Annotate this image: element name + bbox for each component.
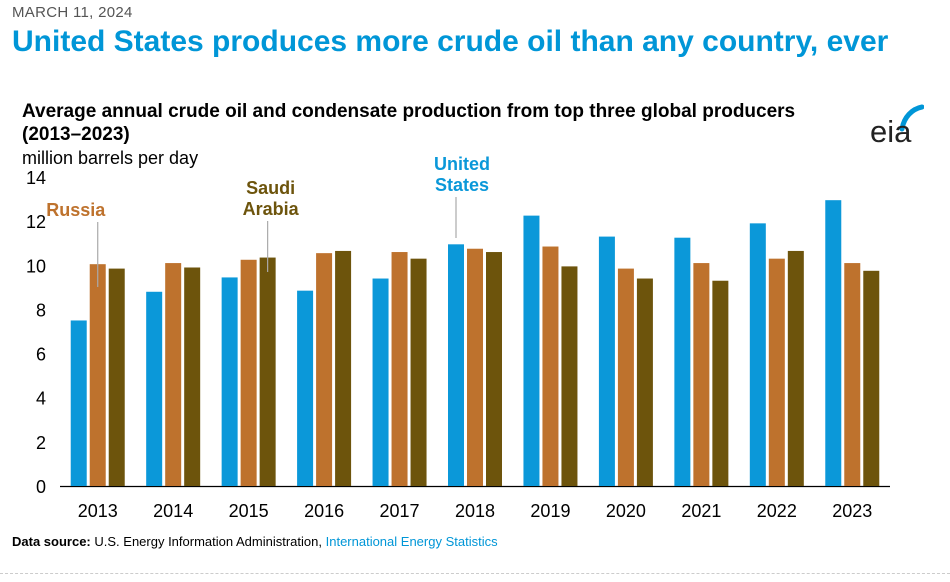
bar-saudi-arabia <box>787 250 804 486</box>
series-label: States <box>435 175 489 195</box>
bar-united-states <box>221 277 238 486</box>
x-tick-label: 2015 <box>229 501 269 521</box>
bar-united-states <box>825 200 842 487</box>
bar-united-states <box>297 290 314 486</box>
data-source: Data source: U.S. Energy Information Adm… <box>12 534 498 549</box>
y-tick-label: 14 <box>26 168 46 188</box>
bar-united-states <box>372 278 389 486</box>
chart-title-line-1: Average annual crude oil and condensate … <box>22 101 796 122</box>
data-source-label: Data source: <box>12 534 91 549</box>
y-tick-label: 6 <box>36 345 46 365</box>
series-label: Arabia <box>243 199 300 219</box>
bar-russia <box>768 258 785 486</box>
y-tick-label: 12 <box>26 212 46 232</box>
chart-title-line-2: (2013–2023) <box>22 124 130 145</box>
bar-saudi-arabia <box>561 266 578 486</box>
series-label: Saudi <box>246 178 295 198</box>
y-tick-label: 2 <box>36 433 46 453</box>
x-tick-label: 2021 <box>681 501 721 521</box>
x-tick-label: 2022 <box>757 501 797 521</box>
bar-united-states <box>674 237 691 486</box>
y-tick-label: 4 <box>36 389 46 409</box>
bar-united-states <box>448 244 464 486</box>
bar-russia <box>240 259 257 486</box>
chart-title: Average annual crude oil and condensate … <box>22 100 795 146</box>
y-tick-label: 0 <box>36 477 46 497</box>
bar-saudi-arabia <box>486 252 502 486</box>
bar-saudi-arabia <box>410 258 427 486</box>
bar-united-states <box>523 215 540 486</box>
bar-russia <box>542 246 559 486</box>
series-label: United <box>434 154 490 174</box>
series-label: Russia <box>46 200 106 220</box>
x-tick-label: 2023 <box>832 501 872 521</box>
bar-russia <box>89 264 106 486</box>
bar-russia <box>844 263 861 486</box>
eia-logo-arc-icon <box>899 104 924 132</box>
publication-date: MARCH 11, 2024 <box>12 4 133 21</box>
x-tick-label: 2017 <box>380 501 420 521</box>
bar-saudi-arabia <box>636 278 653 486</box>
eia-logo: eia <box>870 114 912 149</box>
unit-label: million barrels per day <box>22 148 199 168</box>
x-tick-label: 2014 <box>153 501 193 521</box>
x-tick-label: 2019 <box>530 501 570 521</box>
bar-saudi-arabia <box>863 270 880 486</box>
x-tick-label: 2013 <box>78 501 118 521</box>
bar-russia <box>693 263 710 486</box>
bar-russia <box>316 253 333 486</box>
bar-saudi-arabia <box>108 268 125 486</box>
bar-chart: 0 2 4 6 8 10 12 14 2013 2014 2015 2016 2017 2018 2019 2… <box>26 154 890 521</box>
bar-russia <box>467 248 483 486</box>
bar-russia <box>391 252 408 486</box>
bar-united-states <box>70 320 87 486</box>
bar-russia <box>165 263 182 486</box>
bar-russia <box>617 268 634 486</box>
y-tick-label: 10 <box>26 256 46 276</box>
bar-united-states <box>749 223 766 486</box>
x-tick-label: 2020 <box>606 501 646 521</box>
bar-saudi-arabia <box>712 280 729 486</box>
headline: United States produces more crude oil th… <box>12 25 889 58</box>
x-tick-label: 2016 <box>304 501 344 521</box>
data-source-text: U.S. Energy Information Administration, <box>94 534 322 549</box>
bar-saudi-arabia <box>335 250 352 486</box>
bottom-divider <box>0 573 950 574</box>
x-tick-label: 2018 <box>455 501 495 521</box>
bar-saudi-arabia <box>184 267 201 486</box>
bar-saudi-arabia <box>259 257 276 486</box>
bar-united-states <box>598 236 615 486</box>
y-tick-label: 8 <box>36 300 46 320</box>
bar-united-states <box>146 291 163 486</box>
data-source-link[interactable]: International Energy Statistics <box>325 534 498 549</box>
